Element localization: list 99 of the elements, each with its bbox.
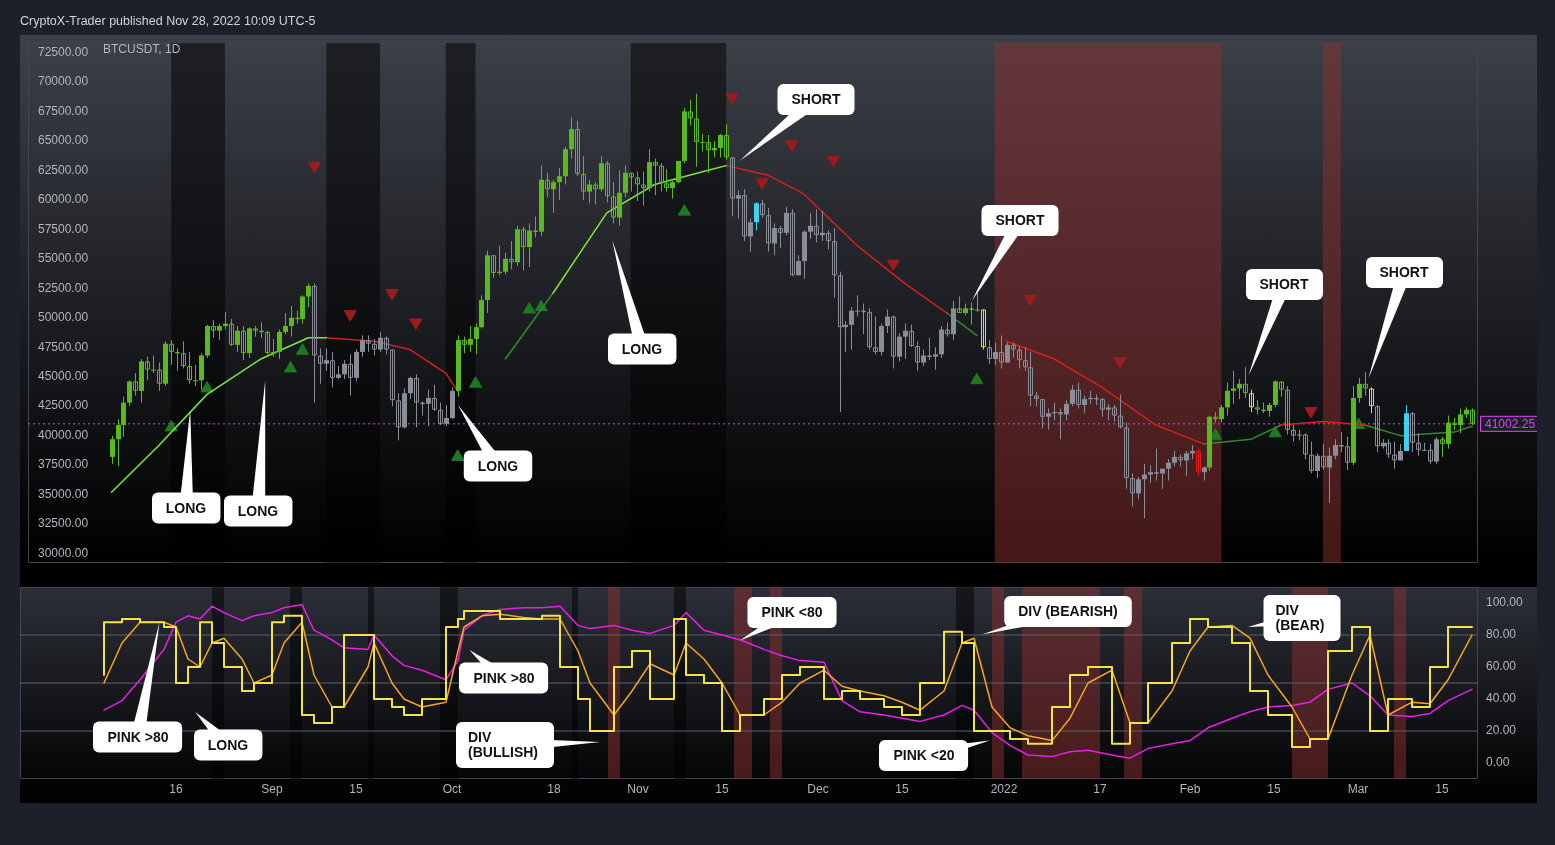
x-tick-label: 17 [1093,781,1107,796]
y-tick-label: 67500.00 [38,103,89,118]
point [522,301,536,314]
x-tick-label: Nov [627,781,649,796]
annotation: SHORT [1379,263,1429,280]
y-tick-label: 42500.00 [38,398,89,413]
point [468,376,483,388]
x-tick-label: 16 [169,781,183,796]
y-tick-label: 57500.00 [38,221,89,236]
y-tick-label: 45000.00 [38,369,89,384]
x-tick-label: Dec [807,781,829,796]
point [295,343,310,355]
chart-title: CryptoX-Trader published Nov 28, 2022 10:09 UTC-5 [20,14,316,28]
ref-line-label: 41002.25 [1485,416,1536,431]
y-tick-label: 37500.00 [38,457,89,472]
annotation: SHORT [995,211,1045,228]
point [970,372,984,385]
y-tick-label: 100.00 [1486,595,1524,610]
y-tick-label: 70000.00 [38,74,89,89]
candlestick [1285,385,1290,435]
y-tick-label: 60.00 [1486,659,1517,674]
candlestick [187,351,192,385]
annotation: LONG [477,457,519,474]
candlestick [283,312,288,335]
candlestick [1225,382,1230,417]
candlestick [557,167,562,201]
candlestick [867,307,872,351]
x-tick-label: 15 [895,781,909,796]
y-tick-label: 40.00 [1486,691,1517,706]
candlestick [193,364,198,387]
candlestick [754,201,759,231]
candlestick [1249,389,1254,413]
candlestick [1410,411,1415,453]
point [307,161,321,174]
x-tick-label: 18 [547,781,561,796]
point [283,360,298,373]
annotation: LONG [621,340,663,357]
y-tick-label: 55000.00 [38,251,89,266]
x-tick-label: Feb [1179,781,1201,796]
candlestick [306,283,311,308]
x-tick-label: 15 [349,781,363,796]
y-tick-label: 35000.00 [38,486,89,501]
candlestick [981,308,986,351]
candlestick [1416,432,1421,457]
candlestick [1196,448,1201,477]
candlestick [116,418,121,467]
annotation: PINK >80 [473,669,535,686]
candlestick [1023,346,1028,372]
y-tick-label: 32500.00 [38,516,89,531]
y-tick-label: 50000.00 [38,310,89,325]
y-tick-label: 20.00 [1486,723,1517,738]
point [200,380,214,393]
y-tick-label: 65000.00 [38,133,89,148]
x-tick-label: 15 [1435,781,1449,796]
candlestick [832,227,837,299]
point [725,93,739,105]
annotation: PINK >80 [107,728,169,745]
y-tick-label: 72500.00 [38,44,89,59]
annotation: LONG [237,502,279,519]
x-tick-label: 2022 [990,781,1018,796]
y-tick-label: 62500.00 [38,162,89,177]
point [409,318,423,330]
y-tick-label: 80.00 [1486,627,1517,642]
annotation: SHORT [1259,275,1309,292]
y-tick-label: 0.00 [1486,755,1510,770]
point [826,155,841,168]
y-tick-label: 60000.00 [38,192,89,207]
y-tick-label: 30000.00 [38,545,89,560]
point [1268,425,1282,438]
point [785,140,799,152]
annotation: PINK <20 [893,746,955,763]
point [886,259,900,271]
x-tick-label: 15 [715,781,729,796]
point [1023,294,1038,307]
annotation: DIV (BULLISH) [468,729,538,760]
annotation: DIV (BEAR) [1275,602,1325,633]
point [755,178,769,190]
y-tick-label: 52500.00 [38,280,89,295]
y-tick-label: 47500.00 [38,339,89,354]
annotation: LONG [207,736,249,753]
y-tick-label: 40000.00 [38,427,89,442]
annotation: LONG [165,499,207,516]
candlestick [1369,386,1374,414]
annotation: DIV (BEARISH) [1018,602,1118,619]
chart-subtitle: BTCUSDT, 1D [103,42,181,56]
candlestick [277,329,282,360]
annotation: PINK <80 [761,603,823,620]
x-tick-label: 15 [1267,781,1281,796]
candlestick [121,396,126,438]
x-tick-label: Sep [261,781,283,796]
point [451,449,465,461]
candlestick [474,323,479,355]
candlestick [1231,370,1236,405]
x-tick-label: Mar [1347,781,1369,796]
point [385,288,399,301]
x-tick-label: Oct [442,781,462,796]
candlestick [1166,458,1171,481]
candlestick [110,435,115,465]
annotation: SHORT [791,90,841,107]
